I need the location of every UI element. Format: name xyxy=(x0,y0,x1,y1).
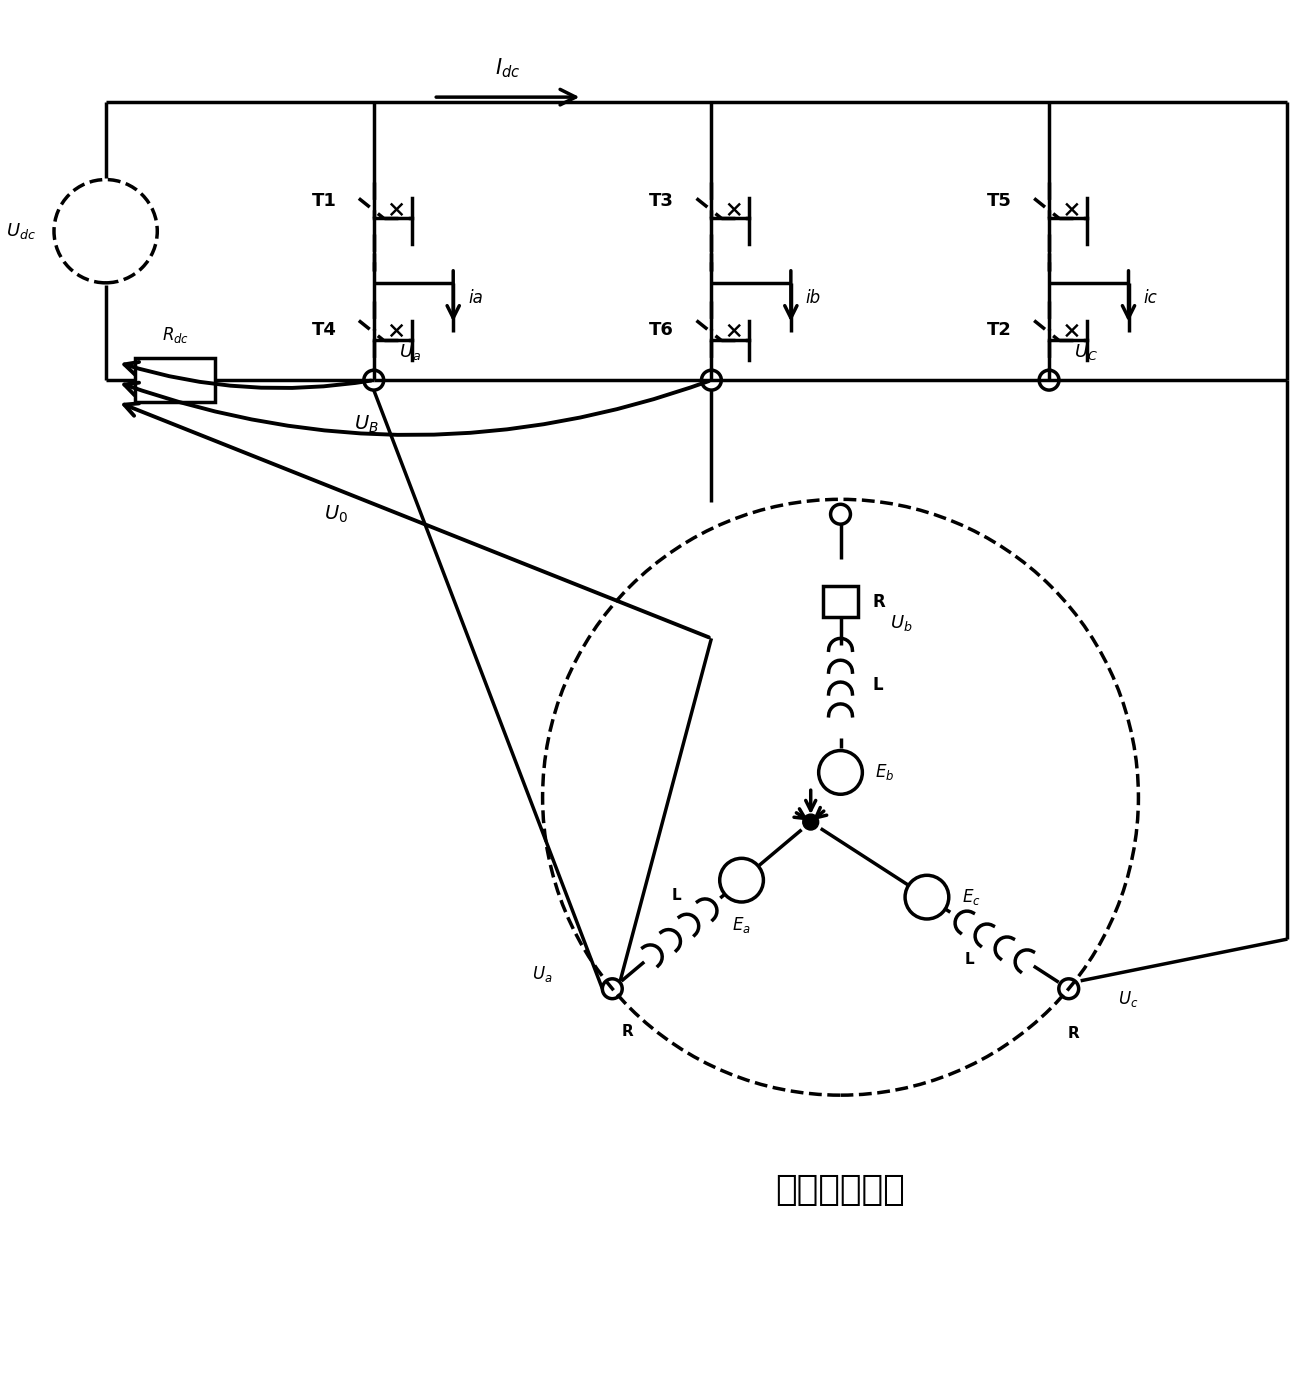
Text: $E_a$: $E_a$ xyxy=(732,915,751,934)
Text: T1: T1 xyxy=(312,193,337,211)
Bar xyxy=(823,586,859,617)
Text: ic: ic xyxy=(1144,289,1157,307)
Text: $E_c$: $E_c$ xyxy=(961,887,981,907)
Text: $U_{C}$: $U_{C}$ xyxy=(1074,342,1098,362)
Text: ib: ib xyxy=(806,289,821,307)
Text: T2: T2 xyxy=(988,321,1011,339)
Text: $E_b$: $E_b$ xyxy=(876,762,894,783)
Text: $U_{B}$: $U_{B}$ xyxy=(354,415,379,435)
Text: L: L xyxy=(872,677,882,695)
Text: $U_{dc}$: $U_{dc}$ xyxy=(7,222,36,241)
Text: T6: T6 xyxy=(650,321,675,339)
Text: R: R xyxy=(872,593,885,610)
Circle shape xyxy=(802,814,819,830)
Text: $U_{a}$: $U_{a}$ xyxy=(398,342,421,362)
Text: T5: T5 xyxy=(988,193,1011,211)
Text: T3: T3 xyxy=(650,193,675,211)
Bar xyxy=(135,358,214,402)
Text: $U_c$: $U_c$ xyxy=(1118,988,1139,1009)
Text: $I_{dc}$: $I_{dc}$ xyxy=(496,56,521,80)
Text: $U_a$: $U_a$ xyxy=(533,963,552,984)
Text: R: R xyxy=(1068,1027,1080,1042)
Text: R: R xyxy=(621,1024,633,1039)
Text: L: L xyxy=(964,952,974,967)
Text: $R_{dc}$: $R_{dc}$ xyxy=(162,325,189,346)
Text: $U_b$: $U_b$ xyxy=(890,613,913,634)
Text: ia: ia xyxy=(468,289,483,307)
Text: L: L xyxy=(672,889,681,903)
Text: T4: T4 xyxy=(312,321,337,339)
Text: 无刷直流电机: 无刷直流电机 xyxy=(776,1173,906,1207)
Text: $U_0$: $U_0$ xyxy=(323,503,348,525)
